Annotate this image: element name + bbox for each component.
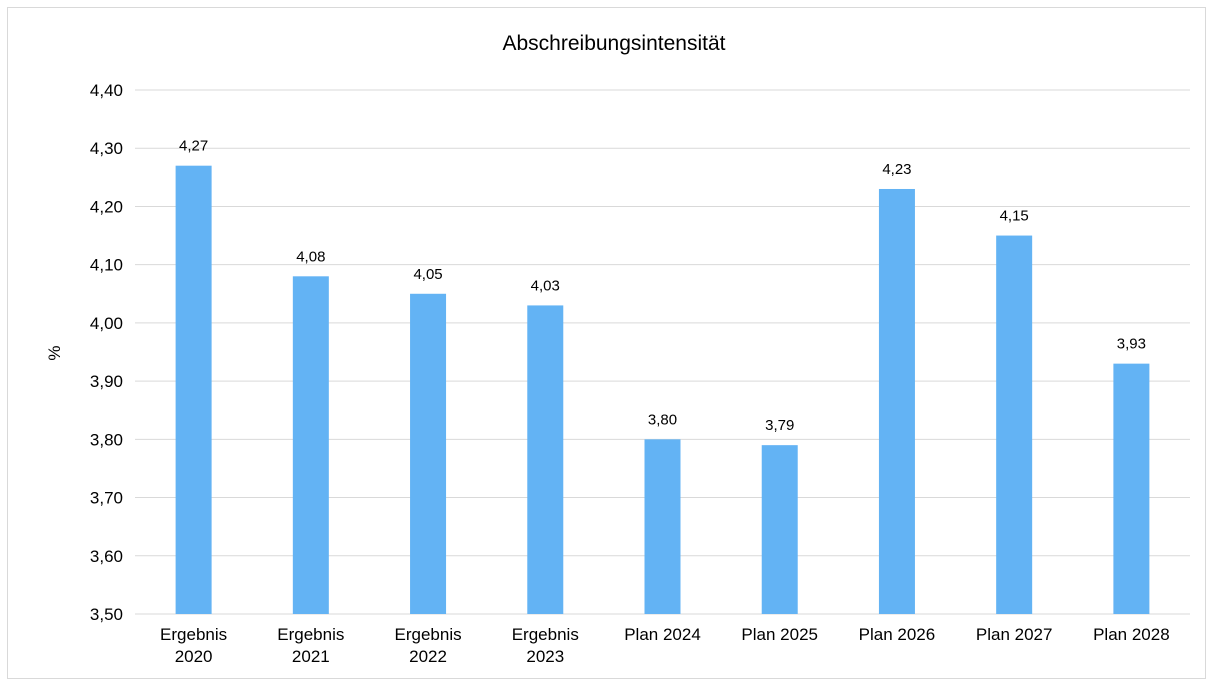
data-label: 4,05 [413,266,442,283]
x-axis-categories: Ergebnis 2020 Ergebnis 2021 Ergebnis 2022 Erge… [160,625,1170,666]
data-label: 3,79 [765,417,794,434]
y-axis-label: % [45,345,64,360]
bar-chart: Abschreibungsintensität % 3,503,603,703,… [45,32,1190,666]
data-label: 3,80 [648,411,677,428]
x-category-label: Ergebnis 2022 [395,625,462,666]
bar [761,445,798,614]
data-label: 4,08 [296,248,325,265]
y-tick-label: 3,50 [90,605,123,624]
bar [292,276,329,614]
data-label: 4,03 [531,277,560,294]
y-tick-label: 3,70 [90,489,123,508]
x-category-label: Ergebnis 2023 [512,625,579,666]
y-tick-label: 4,10 [90,256,123,275]
bar [878,188,915,614]
y-tick-label: 4,30 [90,139,123,158]
chart-title: Abschreibungsintensität [503,32,726,55]
x-category-label: Plan 2025 [741,625,818,644]
bar [410,293,447,614]
y-tick-label: 3,60 [90,547,123,566]
bars [175,165,1150,615]
bar [175,165,212,614]
data-label: 3,93 [1117,336,1146,353]
y-tick-label: 3,80 [90,430,123,449]
x-category-label: Plan 2028 [1093,625,1170,644]
data-labels: 4,27 4,08 4,05 4,03 3,80 3,79 4,23 4,15 3,93 [179,138,1146,434]
x-category-label: Plan 2026 [859,625,936,644]
y-tick-label: 4,00 [90,314,123,333]
x-category-label: Ergebnis 2020 [160,625,227,666]
bar [527,305,564,614]
y-tick-label: 3,90 [90,372,123,391]
data-label: 4,15 [1000,208,1029,225]
x-category-label: Plan 2024 [624,625,701,644]
data-label: 4,27 [179,138,208,155]
bar [644,439,681,614]
data-label: 4,23 [882,161,911,178]
x-category-label: Ergebnis 2021 [277,625,344,666]
chart-frame: Abschreibungsintensität % 3,50 3,60 3,70 3,… [7,7,1206,679]
x-category-label: Plan 2027 [976,625,1053,644]
bar [1113,363,1150,614]
y-tick-label: 4,20 [90,197,123,216]
bar [996,235,1033,615]
y-axis-ticks: 3,50 3,60 3,70 3,80 3,90 4,00 4,10 4,20 4,30 4,40 [90,81,123,624]
y-tick-label: 4,40 [90,81,123,100]
